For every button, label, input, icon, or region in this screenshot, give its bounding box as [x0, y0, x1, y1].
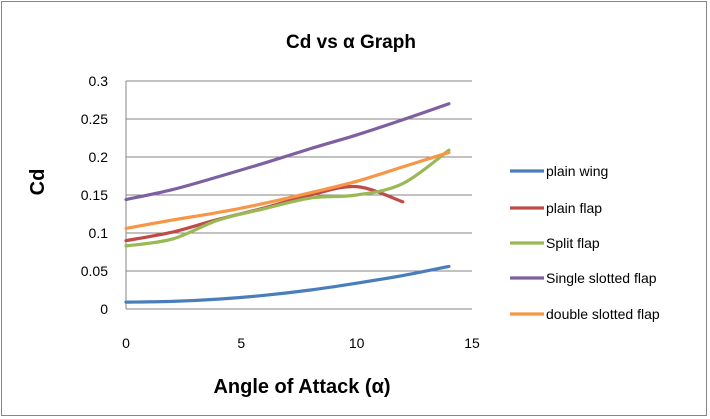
y-tick-label: 0.25: [81, 111, 108, 127]
y-tick-labels: 0 0.05 0.1 0.15 0.2 0.25 0.3: [81, 73, 108, 317]
legend-label-single-slotted-flap: Single slotted flap: [546, 270, 657, 286]
x-tick-labels: 0 5 10 15: [122, 335, 480, 351]
y-tick-label: 0.1: [89, 225, 109, 241]
y-tick-label: 0.15: [81, 187, 108, 203]
legend-label-plain-flap: plain flap: [546, 200, 602, 216]
series-line-split-flap: [124, 148, 451, 248]
legend-label-split-flap: Split flap: [546, 235, 600, 251]
y-axis-title: Cd: [27, 169, 49, 196]
x-tick-label: 5: [237, 335, 245, 351]
series-lines: [124, 102, 451, 304]
axes: [125, 81, 472, 310]
y-tick-label: 0.05: [81, 263, 108, 279]
series-line-single-slotted-flap: [124, 102, 451, 202]
series-line-plain-wing: [124, 264, 451, 304]
legend-label-plain-wing: plain wing: [546, 163, 608, 179]
legend: plain wing plain flap Split flap Single slo…: [510, 163, 660, 322]
x-tick-label: 15: [464, 335, 480, 351]
x-axis-title: Angle of Attack (α): [213, 376, 390, 398]
x-tick-label: 0: [122, 335, 130, 351]
y-tick-label: 0: [100, 301, 108, 317]
legend-label-double-slotted-flap: double slotted flap: [546, 306, 660, 322]
y-tick-label: 0.2: [89, 149, 109, 165]
series-line-double-slotted-flap: [124, 150, 451, 231]
x-tick-label: 10: [349, 335, 365, 351]
y-tick-label: 0.3: [89, 73, 109, 89]
chart-title: Cd vs α Graph: [286, 32, 416, 53]
gridlines: [126, 80, 472, 272]
